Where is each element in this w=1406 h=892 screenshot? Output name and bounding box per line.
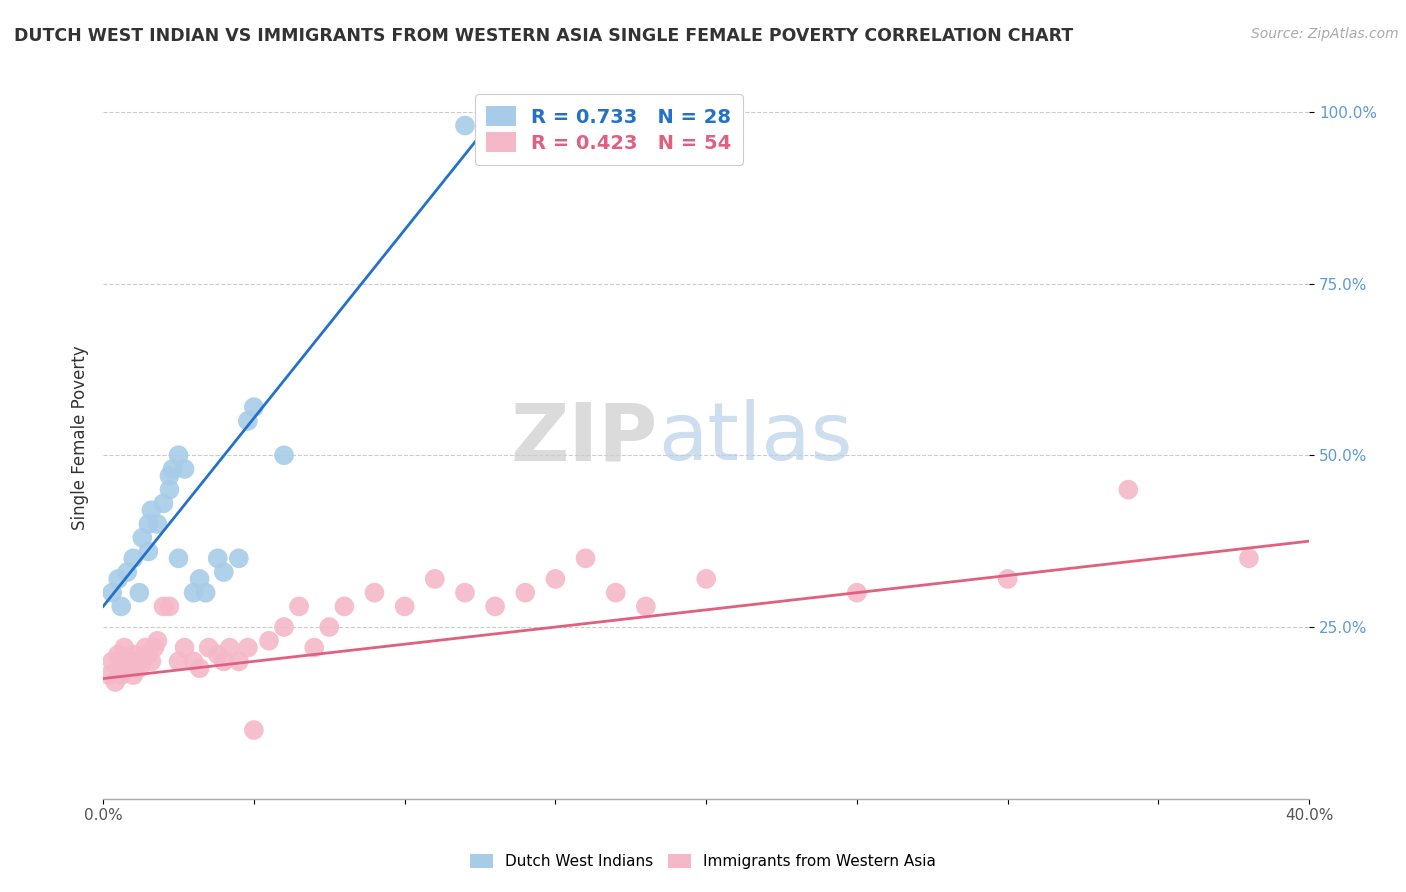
- Point: [236, 414, 259, 428]
- Point: [117, 661, 139, 675]
- Point: [257, 633, 280, 648]
- Point: [454, 585, 477, 599]
- Point: [194, 585, 217, 599]
- Point: [120, 654, 142, 668]
- Point: [122, 648, 145, 662]
- Point: [183, 654, 205, 668]
- Point: [288, 599, 311, 614]
- Point: [167, 551, 190, 566]
- Text: Source: ZipAtlas.com: Source: ZipAtlas.com: [1251, 27, 1399, 41]
- Point: [167, 448, 190, 462]
- Point: [212, 654, 235, 668]
- Point: [544, 572, 567, 586]
- Point: [634, 599, 657, 614]
- Point: [162, 462, 184, 476]
- Point: [423, 572, 446, 586]
- Point: [128, 661, 150, 675]
- Point: [141, 503, 163, 517]
- Point: [212, 565, 235, 579]
- Point: [574, 551, 596, 566]
- Point: [167, 654, 190, 668]
- Point: [146, 633, 169, 648]
- Point: [207, 551, 229, 566]
- Point: [117, 565, 139, 579]
- Point: [131, 654, 153, 668]
- Point: [243, 723, 266, 737]
- Point: [122, 668, 145, 682]
- Point: [152, 496, 174, 510]
- Point: [302, 640, 325, 655]
- Point: [107, 572, 129, 586]
- Point: [454, 119, 477, 133]
- Point: [1237, 551, 1260, 566]
- Point: [845, 585, 868, 599]
- Point: [273, 448, 295, 462]
- Point: [1116, 483, 1139, 497]
- Point: [273, 620, 295, 634]
- Point: [101, 654, 124, 668]
- Text: atlas: atlas: [658, 399, 852, 477]
- Point: [197, 640, 219, 655]
- Point: [107, 661, 129, 675]
- Point: [173, 640, 195, 655]
- Point: [112, 654, 135, 668]
- Point: [228, 551, 250, 566]
- Point: [207, 648, 229, 662]
- Point: [110, 599, 132, 614]
- Point: [143, 640, 166, 655]
- Y-axis label: Single Female Poverty: Single Female Poverty: [72, 346, 89, 531]
- Point: [183, 585, 205, 599]
- Point: [138, 516, 160, 531]
- Point: [98, 668, 121, 682]
- Point: [125, 654, 148, 668]
- Point: [107, 648, 129, 662]
- Point: [318, 620, 340, 634]
- Text: DUTCH WEST INDIAN VS IMMIGRANTS FROM WESTERN ASIA SINGLE FEMALE POVERTY CORRELAT: DUTCH WEST INDIAN VS IMMIGRANTS FROM WES…: [14, 27, 1073, 45]
- Point: [146, 516, 169, 531]
- Point: [152, 599, 174, 614]
- Point: [101, 585, 124, 599]
- Point: [138, 544, 160, 558]
- Point: [128, 585, 150, 599]
- Point: [141, 654, 163, 668]
- Point: [134, 640, 156, 655]
- Legend: R = 0.733   N = 28, R = 0.423   N = 54: R = 0.733 N = 28, R = 0.423 N = 54: [475, 95, 742, 165]
- Point: [138, 648, 160, 662]
- Point: [110, 668, 132, 682]
- Point: [695, 572, 717, 586]
- Point: [228, 654, 250, 668]
- Point: [173, 462, 195, 476]
- Legend: Dutch West Indians, Immigrants from Western Asia: Dutch West Indians, Immigrants from West…: [464, 848, 942, 875]
- Point: [131, 531, 153, 545]
- Point: [218, 640, 240, 655]
- Point: [333, 599, 356, 614]
- Point: [243, 400, 266, 414]
- Point: [159, 469, 181, 483]
- Point: [159, 599, 181, 614]
- Point: [394, 599, 416, 614]
- Point: [484, 599, 506, 614]
- Point: [122, 551, 145, 566]
- Point: [363, 585, 385, 599]
- Point: [188, 572, 211, 586]
- Point: [605, 585, 627, 599]
- Point: [112, 640, 135, 655]
- Point: [104, 675, 127, 690]
- Point: [188, 661, 211, 675]
- Point: [997, 572, 1019, 586]
- Point: [236, 640, 259, 655]
- Point: [159, 483, 181, 497]
- Point: [515, 585, 537, 599]
- Text: ZIP: ZIP: [510, 399, 658, 477]
